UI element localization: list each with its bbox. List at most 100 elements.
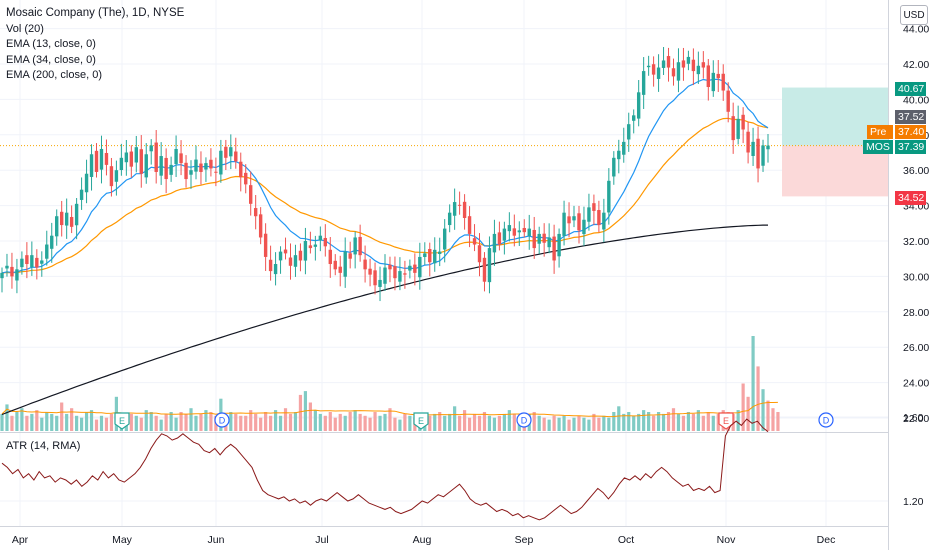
candle xyxy=(582,206,586,246)
volume-bar xyxy=(617,406,621,431)
price-tick-label: 42.00 xyxy=(903,59,929,71)
earnings-marker-shape xyxy=(718,412,734,430)
legend-ema200[interactable]: EMA (200, close, 0) xyxy=(6,69,102,81)
candle xyxy=(517,221,521,247)
volume-bar xyxy=(701,415,705,431)
candle xyxy=(403,260,407,289)
candle xyxy=(751,127,755,166)
candle xyxy=(721,64,725,101)
candle-body xyxy=(522,227,526,233)
dividend-marker-shape xyxy=(818,412,834,428)
legend-ema34[interactable]: EMA (34, close, 0) xyxy=(6,53,96,66)
candle-body xyxy=(109,166,114,187)
volume-bar xyxy=(5,404,9,431)
atr-legend[interactable]: ATR (14, RMA) xyxy=(6,440,81,452)
candle-body xyxy=(651,64,656,75)
time-tick-label: Jun xyxy=(208,534,225,546)
dividend-marker-label: D xyxy=(521,416,528,426)
candle-body xyxy=(79,189,84,200)
candle xyxy=(159,142,163,185)
candle-body xyxy=(517,230,521,233)
price-tick-label: 40.00 xyxy=(903,94,929,106)
volume-bar xyxy=(70,408,74,431)
candle xyxy=(303,227,308,275)
currency-button[interactable]: USD xyxy=(900,5,928,25)
candle xyxy=(268,245,273,281)
candle-body xyxy=(194,159,198,172)
candle-body xyxy=(35,257,39,268)
candle-body xyxy=(353,237,357,255)
volume-bar xyxy=(438,412,442,431)
volume-bar xyxy=(189,408,193,431)
candle xyxy=(40,251,44,277)
candle xyxy=(169,156,173,182)
volume-bar xyxy=(756,366,760,431)
candle xyxy=(224,139,228,171)
last-price-tag: 37.39 xyxy=(895,140,926,154)
candle-body xyxy=(552,236,556,261)
volume-bar xyxy=(562,415,566,431)
volume-bar xyxy=(338,413,342,431)
candle-body xyxy=(189,170,193,175)
volume-bar xyxy=(771,408,775,431)
candle xyxy=(706,58,711,101)
candle-body xyxy=(298,250,303,261)
candle-body xyxy=(403,273,407,275)
candle xyxy=(656,54,661,92)
volume-bar xyxy=(60,402,64,431)
candle-body xyxy=(293,255,298,267)
candle-body xyxy=(268,259,273,272)
candle xyxy=(358,224,362,262)
candle xyxy=(651,56,656,87)
candle-body xyxy=(557,233,561,257)
volume-bar xyxy=(567,419,571,431)
volume-bar xyxy=(298,394,303,431)
candle xyxy=(726,82,730,123)
candle-body xyxy=(154,142,158,172)
atr-pane xyxy=(1,418,769,521)
atr-tick-label: 1.20 xyxy=(903,496,924,508)
candle-body xyxy=(363,259,367,270)
target-price-tag: 40.67 xyxy=(895,82,926,96)
candle xyxy=(617,139,621,174)
candle-body xyxy=(467,216,472,234)
candle xyxy=(696,51,701,84)
volume-bar xyxy=(268,415,273,431)
price-tick-label: 26.00 xyxy=(903,342,929,354)
time-tick-label: Nov xyxy=(717,534,736,546)
candle xyxy=(477,233,482,277)
candle xyxy=(104,139,109,176)
candle-body xyxy=(388,264,392,270)
candle xyxy=(134,135,138,173)
candle-body xyxy=(721,73,725,91)
earnings-marker-shape xyxy=(114,412,130,430)
volume-bar xyxy=(512,413,516,431)
legend-ema13[interactable]: EMA (13, close, 0) xyxy=(6,38,96,50)
ema34-line xyxy=(1,117,769,274)
candlesticks xyxy=(0,47,770,302)
volume-bar xyxy=(65,413,69,431)
volume-bar xyxy=(587,419,591,431)
candle xyxy=(89,144,94,191)
dividend-marker: D xyxy=(818,412,834,428)
volume-bar xyxy=(766,400,770,431)
candle xyxy=(249,171,253,216)
candle-body xyxy=(179,153,183,164)
candle-body xyxy=(373,270,377,286)
volume-bar xyxy=(149,412,153,431)
candle-body xyxy=(239,161,243,178)
candle xyxy=(482,252,487,292)
candle-body xyxy=(253,208,258,217)
candle-body xyxy=(418,256,422,278)
candle-body xyxy=(164,157,168,180)
candle-body xyxy=(423,253,427,257)
volume-bar xyxy=(383,413,387,431)
volume-ma-line xyxy=(1,401,778,418)
symbol-title[interactable]: Mosaic Company (The), 1D, NYSE xyxy=(6,7,185,19)
legend-vol[interactable]: Vol (20) xyxy=(6,22,44,35)
candle xyxy=(194,145,198,180)
candle-body xyxy=(244,172,248,185)
candle xyxy=(278,246,283,274)
candle-body xyxy=(84,173,89,193)
